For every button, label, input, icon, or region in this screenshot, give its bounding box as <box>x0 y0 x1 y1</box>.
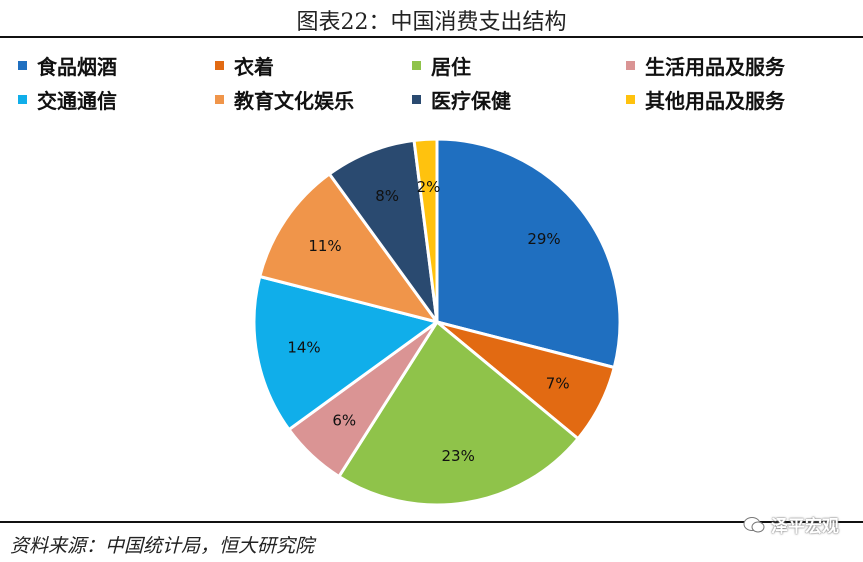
legend-item: 教育文化娱乐 <box>215 88 412 113</box>
top-rule <box>0 36 863 38</box>
legend-item: 生活用品及服务 <box>626 54 846 79</box>
legend-swatch <box>626 60 635 70</box>
legend-swatch <box>18 60 27 70</box>
legend-item: 衣着 <box>215 54 412 79</box>
legend: 食品烟酒 衣着 居住 生活用品及服务 交通通信 教育文化娱乐 医疗保健 其他用品… <box>18 54 848 113</box>
watermark-text: 泽平宏观 <box>771 517 839 537</box>
legend-label: 教育文化娱乐 <box>234 88 354 113</box>
slice-data-label: 6% <box>332 412 356 430</box>
pie-slice <box>412 137 439 323</box>
legend-swatch <box>412 94 421 104</box>
legend-label: 医疗保健 <box>431 88 511 113</box>
legend-label: 生活用品及服务 <box>645 54 785 79</box>
pie-slice <box>327 138 439 323</box>
legend-label: 交通通信 <box>37 88 117 113</box>
slice-data-label: 2% <box>417 178 441 196</box>
pie-slice <box>257 171 441 325</box>
bottom-rule <box>0 521 863 523</box>
legend-swatch <box>215 94 224 104</box>
slice-data-label: 14% <box>287 338 320 356</box>
legend-label: 其他用品及服务 <box>645 88 785 113</box>
legend-swatch <box>412 60 421 70</box>
legend-item: 医疗保健 <box>412 88 626 113</box>
legend-swatch <box>215 60 224 70</box>
slice-data-label: 8% <box>375 187 399 205</box>
legend-item: 其他用品及服务 <box>626 88 846 113</box>
legend-item: 食品烟酒 <box>18 54 215 79</box>
legend-swatch <box>18 94 27 104</box>
legend-label: 居住 <box>431 54 471 79</box>
chart-title: 图表22：中国消费支出结构 <box>296 10 567 35</box>
source-note: 资料来源：中国统计局，恒大研究院 <box>10 535 315 557</box>
legend-item: 居住 <box>412 54 626 79</box>
watermark: 泽平宏观 <box>743 512 839 537</box>
legend-label: 食品烟酒 <box>37 54 117 79</box>
legend-item: 交通通信 <box>18 88 215 113</box>
pie-slice <box>435 137 622 370</box>
slice-data-label: 29% <box>527 230 560 248</box>
slice-data-label: 23% <box>442 447 475 465</box>
chat-bubble-icon <box>743 516 765 532</box>
legend-swatch <box>626 94 635 104</box>
pie-slice <box>336 319 581 507</box>
pie-slice <box>252 274 441 432</box>
slice-data-label: 11% <box>308 237 341 255</box>
legend-label: 衣着 <box>234 54 274 79</box>
slice-data-label: 7% <box>546 375 570 393</box>
